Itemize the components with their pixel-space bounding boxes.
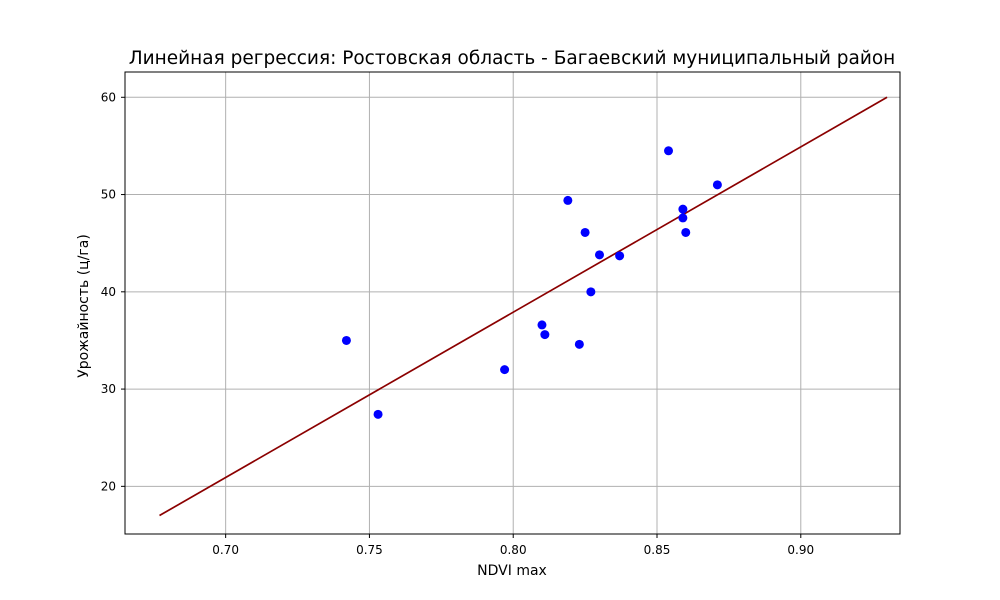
y-tick-label: 30 [101,382,116,396]
y-tick-label: 40 [101,285,116,299]
regression-line-layer [159,96,888,517]
data-point [712,180,722,190]
x-axis-label: NDVI max [477,563,547,579]
data-point [540,330,550,340]
x-tick-label: 0.75 [356,543,383,557]
data-point [574,339,584,349]
data-point [681,227,691,237]
data-point [678,204,688,214]
grid [125,72,900,534]
data-point [586,287,596,297]
y-tick-label: 20 [101,479,116,493]
y-tick-label: 60 [101,90,116,104]
data-points [341,146,722,419]
data-point [537,320,547,330]
plot-area-frame [124,71,901,535]
data-point [373,409,383,419]
y-tick-label: 50 [101,188,116,202]
regression-line [159,96,888,517]
x-tick-label: 0.85 [644,543,671,557]
x-tick-label: 0.70 [212,543,239,557]
data-point [580,227,590,237]
data-point [615,251,625,261]
data-point [594,250,604,260]
data-point [341,335,351,345]
data-point [678,213,688,223]
data-point [563,195,573,205]
data-point [664,146,674,156]
x-tick-label: 0.80 [500,543,527,557]
chart-title: Линейная регрессия: Ростовская область -… [129,48,896,69]
y-axis-label: Урожайность (ц/га) [76,234,92,378]
data-point [500,365,510,375]
x-axis-ticks: 0.70 0.75 0.80 0.85 0.90 [212,534,814,557]
x-tick-label: 0.90 [787,543,814,557]
y-axis-ticks: 20 30 40 50 60 [101,90,125,493]
